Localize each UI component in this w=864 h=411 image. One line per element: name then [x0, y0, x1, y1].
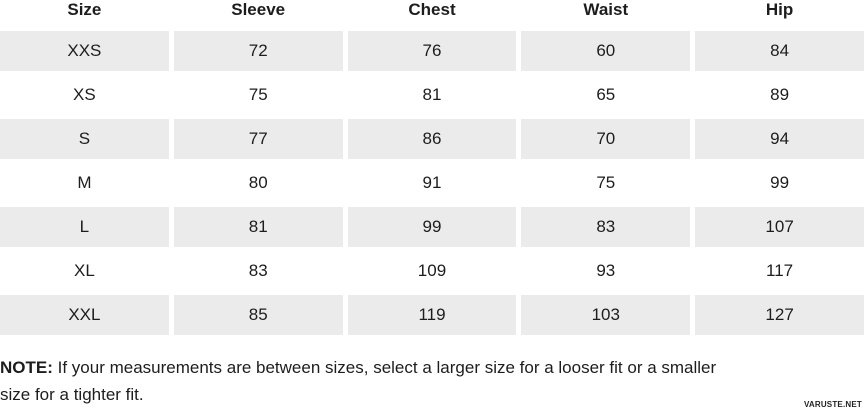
value-cell: 93 — [596, 261, 616, 280]
value-cell: 65 — [596, 85, 616, 104]
value-cell: 85 — [173, 295, 343, 335]
value-cell: 119 — [347, 295, 517, 335]
table-row: XXL 85 119 103 127 — [0, 293, 864, 337]
value-cell: 117 — [766, 261, 794, 280]
table-row: M 80 91 75 99 — [0, 161, 864, 205]
value-cell: 84 — [695, 31, 864, 71]
size-cell: M — [77, 173, 92, 192]
column-header: Sleeve — [231, 0, 286, 19]
table-row: XS 75 81 65 89 — [0, 73, 864, 117]
value-cell: 80 — [248, 173, 268, 192]
note-text: NOTE: If your measurements are between s… — [0, 354, 820, 408]
size-cell: XXL — [0, 295, 169, 335]
table-row: L 81 99 83 107 — [0, 205, 864, 249]
value-cell: 94 — [695, 119, 864, 159]
value-cell: 86 — [347, 119, 517, 159]
value-cell: 99 — [770, 173, 790, 192]
table-row: S 77 86 70 94 — [0, 117, 864, 161]
value-cell: 76 — [347, 31, 517, 71]
value-cell: 75 — [248, 85, 268, 104]
table-body: XXS 72 76 60 84 XS 75 81 65 89 S 77 86 70 94 M 80 91 75 99 L… — [0, 29, 864, 337]
size-cell: XXS — [0, 31, 169, 71]
value-cell: 81 — [422, 85, 442, 104]
value-cell: 127 — [695, 295, 864, 335]
value-cell: 81 — [173, 207, 343, 247]
value-cell: 72 — [173, 31, 343, 71]
value-cell: 107 — [695, 207, 864, 247]
value-cell: 77 — [173, 119, 343, 159]
note-label: NOTE: — [0, 358, 53, 377]
value-cell: 75 — [596, 173, 616, 192]
size-cell: L — [0, 207, 169, 247]
column-header: Chest — [408, 0, 456, 19]
value-cell: 99 — [347, 207, 517, 247]
table-header-row: Size Sleeve Chest Waist Hip — [0, 0, 864, 29]
value-cell: 109 — [417, 261, 447, 280]
value-cell: 89 — [770, 85, 790, 104]
table-row: XXS 72 76 60 84 — [0, 29, 864, 73]
size-table: Size Sleeve Chest Waist Hip XXS 72 76 60 84 XS 75 8… — [0, 0, 864, 337]
value-cell: 83 — [248, 261, 268, 280]
value-cell: 91 — [422, 173, 442, 192]
column-header: Size — [67, 0, 102, 19]
column-header: Waist — [583, 0, 629, 19]
watermark: VARUSTE.NET — [803, 400, 862, 409]
note-line1: If your measurements are between sizes, … — [52, 358, 717, 377]
size-cell: XL — [74, 261, 95, 280]
column-header: Hip — [765, 0, 794, 19]
size-cell: XS — [73, 85, 96, 104]
note-line2: size for a tighter fit. — [0, 385, 144, 404]
value-cell: 60 — [521, 31, 691, 71]
table-row: XL 83 109 93 117 — [0, 249, 864, 293]
value-cell: 83 — [521, 207, 691, 247]
size-cell: S — [0, 119, 169, 159]
value-cell: 70 — [521, 119, 691, 159]
value-cell: 103 — [521, 295, 691, 335]
